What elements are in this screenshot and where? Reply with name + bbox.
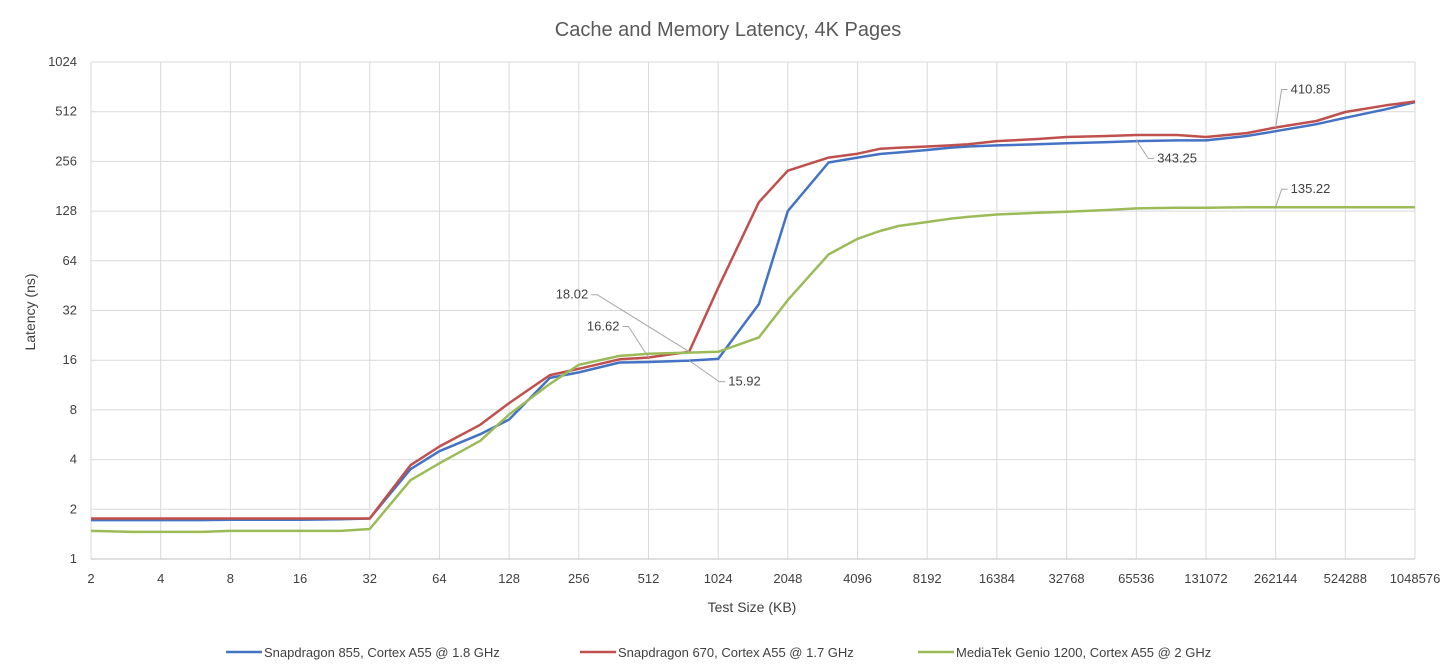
x-tick-label: 2 — [87, 571, 94, 586]
series-line-1 — [91, 100, 1416, 522]
x-tick-label: 1048576 — [1390, 571, 1441, 586]
y-tick-label: 128 — [55, 203, 77, 218]
x-tick-label: 32768 — [1049, 571, 1085, 586]
x-tick-label: 524288 — [1324, 571, 1367, 586]
x-tick-label: 256 — [568, 571, 590, 586]
annotation-label: 16.62 — [587, 318, 620, 333]
annotation-label: 410.85 — [1291, 81, 1331, 96]
x-tick-label: 2048 — [773, 571, 802, 586]
x-tick-label: 32 — [363, 571, 377, 586]
annotation-label: 15.92 — [728, 374, 761, 389]
y-tick-label: 32 — [63, 303, 77, 318]
y-tick-label: 8 — [70, 402, 77, 417]
annotation-leader — [688, 360, 726, 383]
x-tick-label: 128 — [498, 571, 520, 586]
annotation-leader — [1275, 188, 1288, 208]
annotation-leader — [1135, 140, 1155, 159]
y-axis-title: Latency (ns) — [22, 273, 38, 350]
annotation-label: 18.02 — [556, 287, 589, 302]
y-tick-label: 2 — [70, 501, 77, 516]
legend-label: Snapdragon 670, Cortex A55 @ 1.7 GHz — [618, 645, 854, 660]
annotation-leader — [622, 326, 649, 358]
x-tick-label: 131072 — [1184, 571, 1227, 586]
series-line-3 — [90, 205, 1415, 534]
x-tick-label: 262144 — [1254, 571, 1297, 586]
y-tick-label: 512 — [55, 104, 77, 119]
y-tick-label: 64 — [63, 253, 77, 268]
series-line-2 — [91, 100, 1416, 520]
y-tick-label: 1 — [70, 551, 77, 566]
legend: Snapdragon 855, Cortex A55 @ 1.8 GHz Snap… — [226, 645, 1211, 660]
x-axis-title: Test Size (KB) — [708, 599, 797, 615]
y-tick-label: 1024 — [48, 54, 77, 69]
x-tick-label: 8 — [227, 571, 234, 586]
x-tick-label: 64 — [432, 571, 446, 586]
x-tick-label: 4096 — [843, 571, 872, 586]
legend-label: Snapdragon 855, Cortex A55 @ 1.8 GHz — [264, 645, 500, 660]
grid — [90, 61, 1416, 560]
annotation-label: 135.22 — [1291, 181, 1331, 196]
x-tick-label: 8192 — [913, 571, 942, 586]
annotation-leader — [591, 294, 690, 353]
y-tick-label: 256 — [55, 153, 77, 168]
legend-label: MediaTek Genio 1200, Cortex A55 @ 2 GHz — [956, 645, 1211, 660]
x-tick-label: 16384 — [979, 571, 1015, 586]
x-tick-label: 4 — [157, 571, 164, 586]
series-lines — [90, 100, 1416, 534]
y-tick-label: 16 — [63, 352, 77, 367]
annotations: 410.85 343.25 135.22 18.02 16.62 15.92 — [556, 81, 1331, 388]
annotation-leader — [1275, 89, 1288, 128]
x-tick-label: 512 — [638, 571, 660, 586]
x-tick-label: 65536 — [1118, 571, 1154, 586]
x-tick-label: 1024 — [704, 571, 733, 586]
annotation-label: 343.25 — [1157, 150, 1197, 165]
y-tick-label: 4 — [70, 452, 77, 467]
chart-title: Cache and Memory Latency, 4K Pages — [555, 19, 901, 41]
x-tick-label: 16 — [293, 571, 307, 586]
